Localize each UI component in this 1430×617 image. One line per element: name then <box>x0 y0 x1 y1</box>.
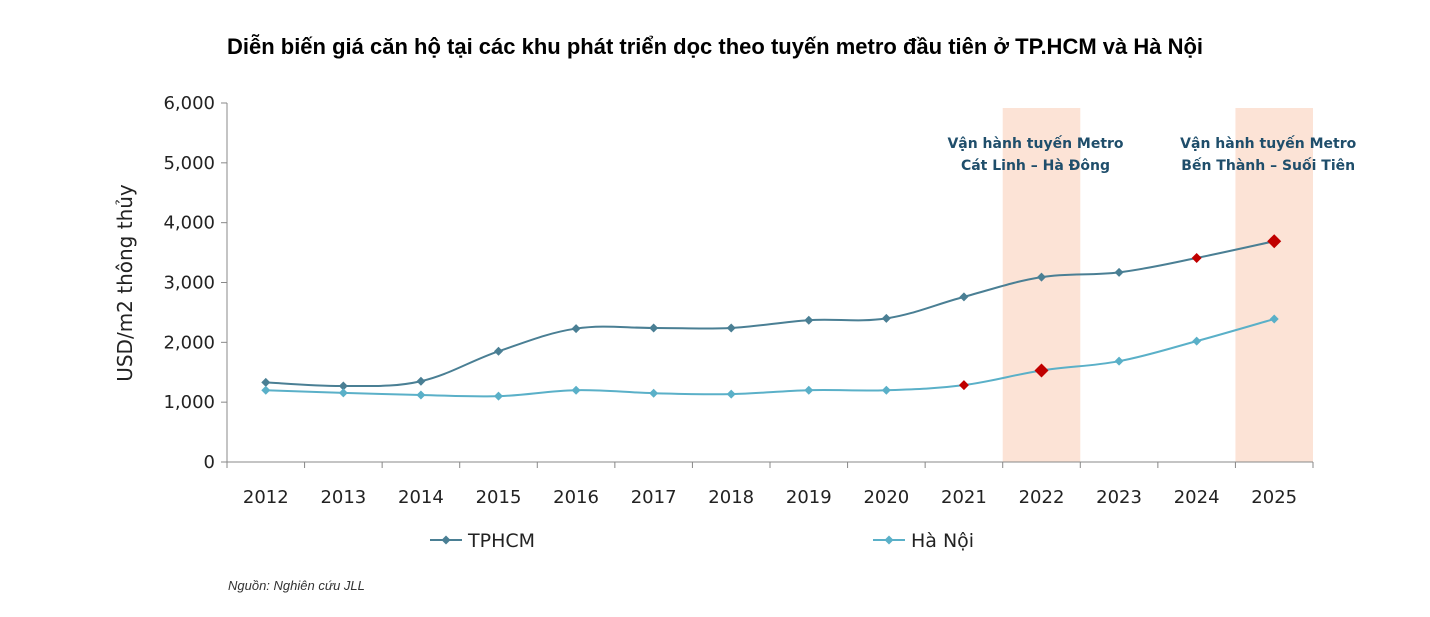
y-axis-label: USD/m2 thông thủy <box>113 184 137 382</box>
data-point <box>881 313 891 323</box>
data-point <box>1037 272 1046 282</box>
series-line-tphcm <box>265 240 1275 388</box>
band-annotation: Vận hành tuyến Metro <box>947 135 1123 152</box>
highlight-point <box>958 380 969 391</box>
data-point <box>261 377 271 387</box>
data-point <box>416 390 426 400</box>
y-tick-label: 0 <box>204 452 215 473</box>
y-tick-label: 2,000 <box>163 332 215 353</box>
data-point <box>494 346 503 356</box>
legend-label: Hà Nội <box>911 530 974 552</box>
legend-marker <box>441 535 451 545</box>
data-point <box>959 292 969 302</box>
x-tick-label: 2024 <box>1174 487 1220 508</box>
data-point <box>571 385 581 395</box>
legend-marker <box>884 535 894 545</box>
data-point <box>726 389 736 399</box>
x-tick-label: 2019 <box>786 487 832 508</box>
x-tick-label: 2021 <box>941 487 987 508</box>
data-point <box>1192 336 1202 346</box>
data-point <box>1114 267 1124 277</box>
y-tick-label: 5,000 <box>163 153 215 174</box>
y-tick-label: 4,000 <box>163 213 215 234</box>
data-point <box>338 388 348 398</box>
data-point <box>1269 314 1279 324</box>
band-annotation: Cát Linh – Hà Đông <box>961 158 1110 174</box>
band-annotation: Bến Thành – Suối Tiên <box>1181 157 1355 174</box>
x-tick-label: 2017 <box>631 487 677 508</box>
y-tick-label: 3,000 <box>163 273 215 294</box>
highlight-band <box>1002 108 1081 462</box>
highlight-point <box>1034 363 1049 378</box>
x-tick-label: 2018 <box>708 487 754 508</box>
highlight-point <box>1191 252 1202 263</box>
data-point <box>494 391 503 401</box>
data-point <box>261 385 271 395</box>
x-tick-label: 2023 <box>1096 487 1142 508</box>
data-point <box>881 385 891 395</box>
data-point <box>571 324 581 334</box>
x-tick-label: 2012 <box>243 487 289 508</box>
data-point <box>804 315 814 325</box>
x-tick-label: 2015 <box>476 487 522 508</box>
chart-title: Diễn biến giá căn hộ tại các khu phát tr… <box>226 34 1204 59</box>
data-point <box>726 323 736 333</box>
x-tick-label: 2013 <box>320 487 366 508</box>
x-tick-label: 2022 <box>1019 487 1065 508</box>
x-tick-label: 2014 <box>398 487 444 508</box>
source-note: Nguồn: Nghiên cứu JLL <box>228 578 365 593</box>
data-point <box>804 385 814 395</box>
data-point <box>416 376 426 386</box>
legend-label: TPHCM <box>467 530 535 552</box>
x-tick-label: 2025 <box>1251 487 1297 508</box>
highlight-band <box>1235 108 1313 462</box>
highlight-point <box>1267 234 1282 249</box>
band-annotation: Vận hành tuyến Metro <box>1180 135 1356 152</box>
x-tick-label: 2020 <box>863 487 909 508</box>
data-point <box>649 323 659 333</box>
y-tick-label: 6,000 <box>163 93 215 114</box>
x-tick-label: 2016 <box>553 487 599 508</box>
series-line-hanoi <box>265 318 1275 398</box>
data-point <box>1114 356 1124 366</box>
data-point <box>338 381 348 391</box>
y-tick-label: 1,000 <box>163 392 215 413</box>
data-point <box>649 388 659 398</box>
